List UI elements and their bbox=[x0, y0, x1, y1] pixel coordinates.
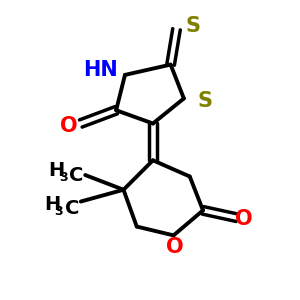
Text: O: O bbox=[60, 116, 78, 136]
Text: S: S bbox=[197, 92, 212, 111]
Text: 3: 3 bbox=[59, 172, 67, 184]
Text: H: H bbox=[48, 161, 65, 180]
Text: O: O bbox=[236, 209, 253, 229]
Text: C: C bbox=[69, 166, 83, 184]
Text: H: H bbox=[44, 195, 60, 214]
Text: S: S bbox=[185, 16, 200, 36]
Text: O: O bbox=[166, 237, 184, 257]
Text: C: C bbox=[64, 200, 79, 218]
Text: HN: HN bbox=[83, 61, 118, 80]
Text: 3: 3 bbox=[54, 205, 63, 218]
